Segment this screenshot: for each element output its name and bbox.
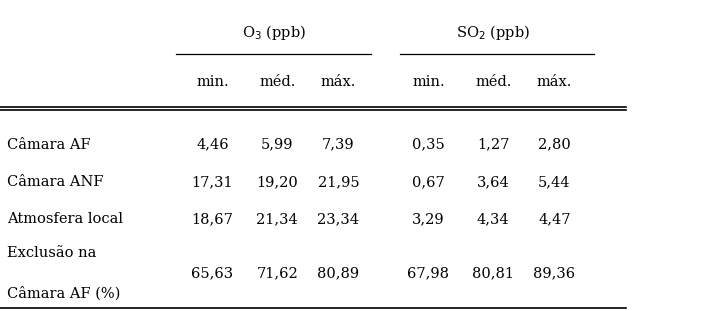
Text: Exclusão na: Exclusão na [7, 246, 96, 261]
Text: méd.: méd. [259, 75, 295, 90]
Text: SO$_2$ (ppb): SO$_2$ (ppb) [456, 23, 531, 42]
Text: 23,34: 23,34 [318, 212, 359, 226]
Text: 2,80: 2,80 [538, 137, 571, 152]
Text: 4,34: 4,34 [477, 212, 510, 226]
Text: O$_3$ (ppb): O$_3$ (ppb) [241, 23, 306, 42]
Text: 17,31: 17,31 [192, 175, 233, 189]
Text: 65,63: 65,63 [192, 267, 233, 281]
Text: Câmara ANF: Câmara ANF [7, 175, 104, 189]
Text: Atmosfera local: Atmosfera local [7, 212, 123, 226]
Text: Câmara AF (%): Câmara AF (%) [7, 287, 120, 301]
Text: 89,36: 89,36 [534, 267, 575, 281]
Text: máx.: máx. [320, 75, 356, 90]
Text: 21,34: 21,34 [256, 212, 298, 226]
Text: 1,27: 1,27 [477, 137, 509, 152]
Text: min.: min. [412, 75, 445, 90]
Text: 80,81: 80,81 [472, 267, 514, 281]
Text: 3,29: 3,29 [412, 212, 445, 226]
Text: 0,67: 0,67 [412, 175, 445, 189]
Text: Câmara AF: Câmara AF [7, 137, 91, 152]
Text: 5,44: 5,44 [538, 175, 571, 189]
Text: 7,39: 7,39 [322, 137, 355, 152]
Text: méd.: méd. [475, 75, 511, 90]
Text: 80,89: 80,89 [318, 267, 359, 281]
Text: 4,46: 4,46 [196, 137, 229, 152]
Text: min.: min. [196, 75, 229, 90]
Text: 67,98: 67,98 [408, 267, 449, 281]
Text: 71,62: 71,62 [256, 267, 298, 281]
Text: 0,35: 0,35 [412, 137, 445, 152]
Text: 5,99: 5,99 [261, 137, 294, 152]
Text: 3,64: 3,64 [477, 175, 510, 189]
Text: 4,47: 4,47 [538, 212, 571, 226]
Text: 21,95: 21,95 [318, 175, 359, 189]
Text: 18,67: 18,67 [192, 212, 233, 226]
Text: máx.: máx. [536, 75, 572, 90]
Text: 19,20: 19,20 [256, 175, 298, 189]
